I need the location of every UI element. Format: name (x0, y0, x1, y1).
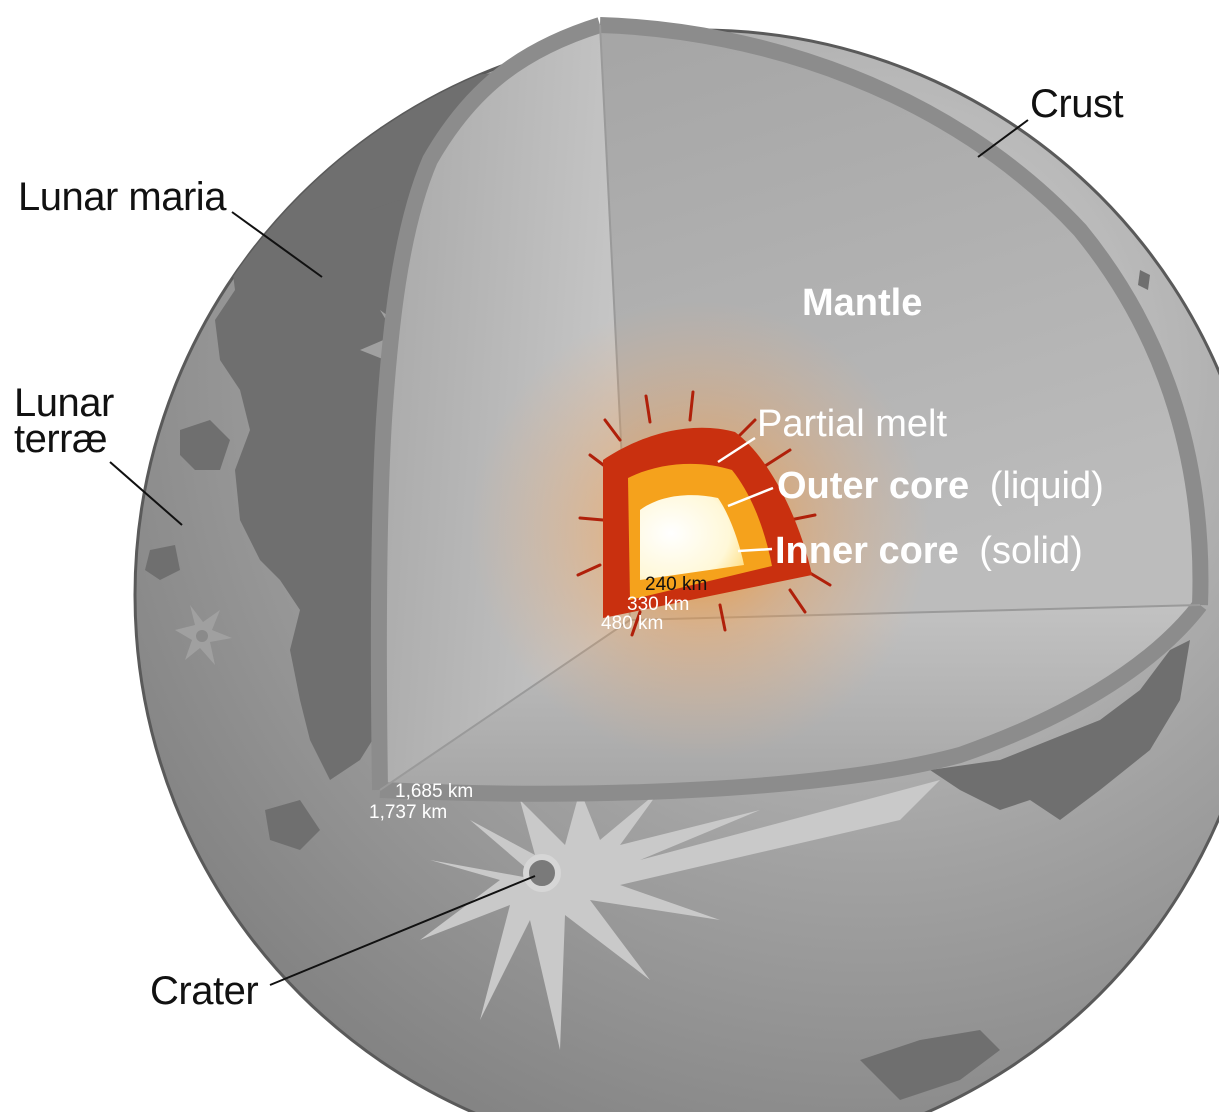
leader-lines (109, 119, 1029, 986)
core-leader-lines (717, 436, 774, 553)
partial-melt-label: Partial melt (757, 403, 947, 445)
crust-leader-line (977, 119, 1029, 158)
outer-core-state: (liquid) (990, 465, 1104, 507)
outer-core-label: Outer core (liquid) (777, 465, 1104, 507)
crust-rim-left (370, 17, 603, 791)
inner-core-leader-line (737, 547, 773, 553)
inner-core-radius: 240 km (645, 574, 707, 595)
outer-core-name: Outer core (777, 465, 969, 507)
lunar-maria-leader-line (231, 211, 323, 278)
mantle-label: Mantle (802, 282, 922, 324)
lunar-terrae-label-line1: Lunar (14, 381, 114, 425)
inner-core-label: Inner core (solid) (775, 530, 1083, 572)
lunar-terrae-label-line2: terræ (14, 417, 107, 461)
crust-label: Crust (1030, 82, 1123, 126)
lunar-terrae-leader-line (109, 461, 183, 526)
crust-rim-top (599, 17, 1209, 606)
inner-core-state: (solid) (979, 530, 1082, 572)
crust-rim-bottom (379, 600, 1207, 802)
surface-radius: 1,737 km (369, 802, 447, 823)
partial-melt-spikes (576, 390, 832, 637)
crater-rays (420, 780, 940, 1050)
inner-core-name: Inner core (775, 530, 959, 572)
crater-label: Crater (150, 969, 258, 1013)
lunar-maria-label: Lunar maria (18, 175, 227, 219)
mantle-radius: 1,685 km (395, 781, 473, 802)
crater (523, 854, 561, 892)
partial-melt-radius: 480 km (601, 613, 663, 634)
inner-core-layer (640, 495, 744, 580)
crater-leader-line (269, 875, 536, 986)
outer-core-radius: 330 km (627, 594, 689, 615)
outer-core-leader-line (727, 486, 774, 508)
partial-melt-leader-line (717, 436, 756, 464)
